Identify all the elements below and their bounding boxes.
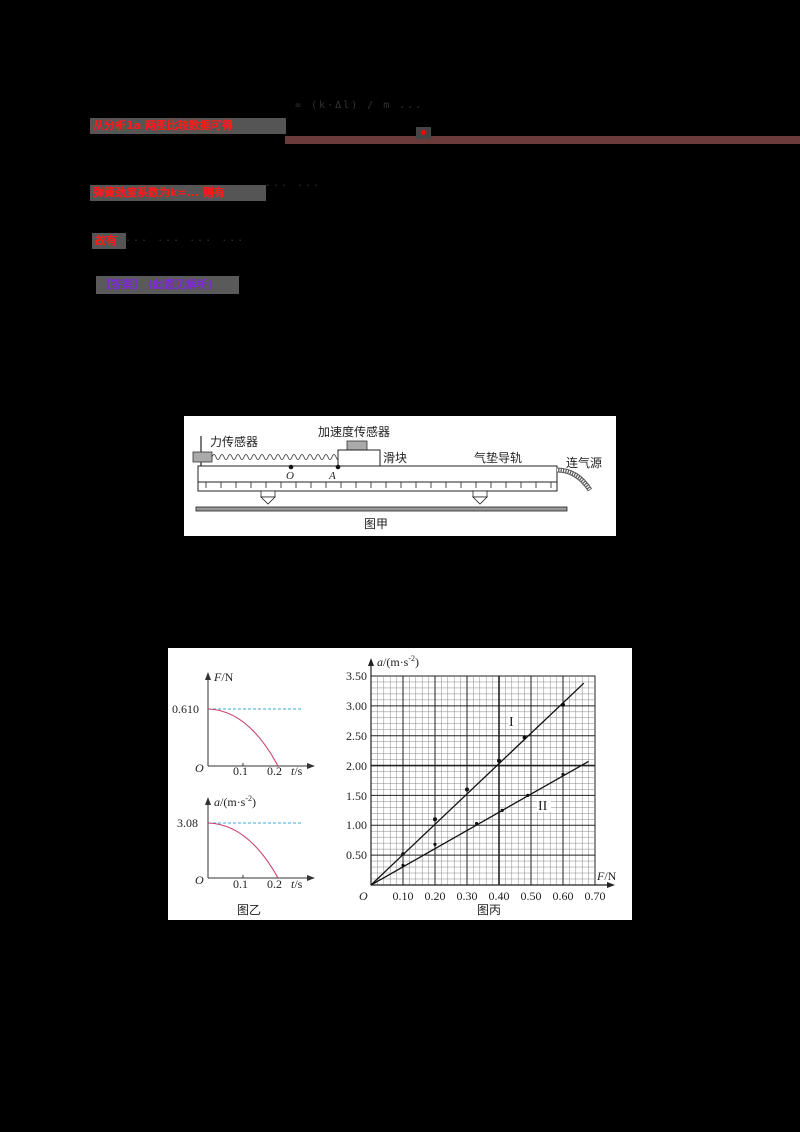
svg-text:1.00: 1.00 [346,818,367,832]
track-scale [197,481,558,492]
slider-label: 滑块 [383,451,407,465]
figure-jia-panel: 力传感器 加速度传感器 滑块 气垫导轨 连气源 O A 图甲 [184,416,616,536]
formula-1: = (k·Δl) / m ... [295,100,424,111]
svg-text:a/(m·s-2): a/(m·s-2) [214,794,256,809]
line-i-points [401,702,565,856]
svg-text:3.00: 3.00 [346,699,367,713]
figure-bing-caption: 图丙 [477,903,501,917]
chart-a-t: a/(m·s-2) 3.08 O 0.1 0.2 t/s 图乙 [177,794,315,917]
svg-text:0.40: 0.40 [489,889,510,903]
svg-text:3.50: 3.50 [346,669,367,683]
svg-text:O: O [195,873,204,887]
air-track-label: 气垫导轨 [474,450,522,465]
svg-text:F/N: F/N [213,670,234,684]
svg-text:2.50: 2.50 [346,729,367,743]
af-x-ticks: 0.10 0.20 0.30 0.40 0.50 0.60 0.70 [393,889,606,903]
force-sensor-block [192,451,213,463]
svg-text:0.30: 0.30 [457,889,478,903]
formula-underline [285,136,800,144]
line-i-label: I [509,715,514,730]
major-grid [371,676,595,885]
air-source-label: 连气源 [566,455,602,470]
point-a-dot [335,464,341,470]
charts-svg: F/N 0.610 O 0.1 0.2 t/s a/(m·s-2) 3.08 O… [172,654,617,917]
svg-text:0.20: 0.20 [425,889,446,903]
answer-tag: 【答案】 (此题见解析) [96,276,239,294]
point-a-label: A [328,470,336,482]
formula-3: ... ... ... ... [125,233,246,244]
a-max-label: 3.08 [177,816,198,830]
f-curve [207,708,279,767]
svg-text:O: O [359,889,368,903]
point-o-dot [288,464,294,470]
figure-yi-bing-panel: F/N 0.610 O 0.1 0.2 t/s a/(m·s-2) 3.08 O… [168,648,632,920]
answer-label-3: 故有 [92,233,126,249]
svg-text:0.2: 0.2 [267,877,282,891]
af-ylabel: a/(m·s-2) [377,654,419,669]
answer-label-2: 弹簧劲度系数为k=... 则有 [90,185,266,201]
svg-text:0.1: 0.1 [233,764,248,778]
line-ii-label: II [538,799,548,814]
minor-grid [371,676,595,885]
svg-text:0.50: 0.50 [346,848,367,862]
spring-icon [211,454,353,460]
accel-sensor-block [346,440,368,451]
line-ii-points [401,772,565,867]
line-i [370,682,585,886]
force-sensor-label: 力传感器 [210,434,258,449]
answer-label-1: 从分析1a 两图比较数据可得 [90,118,286,134]
af-y-ticks: 3.50 3.00 2.50 2.00 1.50 1.00 0.50 [346,669,367,862]
figure-yi-caption: 图乙 [237,903,261,917]
air-track-diagram: 力传感器 加速度传感器 滑块 气垫导轨 连气源 O A 图甲 [192,424,602,531]
af-xlabel: F/N [596,869,617,883]
air-track [197,465,558,483]
svg-text:t/s: t/s [291,877,303,891]
red-dot-marker [416,127,431,139]
formula-2: ... ... [265,178,322,189]
svg-text:t/s: t/s [291,764,303,778]
a-curve [207,822,279,879]
svg-text:1.50: 1.50 [346,789,367,803]
track-foot-right [472,490,488,505]
track-foot-left [260,490,276,505]
svg-text:0.2: 0.2 [267,764,282,778]
line-ii [370,760,589,886]
chart-a-f: a/(m·s-2) F/N 3.50 3.00 2.50 2.00 1.50 1.00 0.… [346,654,617,917]
svg-text:2.00: 2.00 [346,759,367,773]
base-plate [195,506,568,512]
svg-text:0.50: 0.50 [521,889,542,903]
air-hose [556,467,593,492]
chart-f-t: F/N 0.610 O 0.1 0.2 t/s [172,670,315,778]
svg-text:0.60: 0.60 [553,889,574,903]
svg-text:O: O [195,761,204,775]
point-o-label: O [286,470,294,482]
svg-text:0.70: 0.70 [585,889,606,903]
svg-text:0.1: 0.1 [233,877,248,891]
svg-text:0.10: 0.10 [393,889,414,903]
figure-jia-caption: 图甲 [364,517,388,531]
accel-sensor-label: 加速度传感器 [318,424,390,439]
f-max-label: 0.610 [172,702,199,716]
